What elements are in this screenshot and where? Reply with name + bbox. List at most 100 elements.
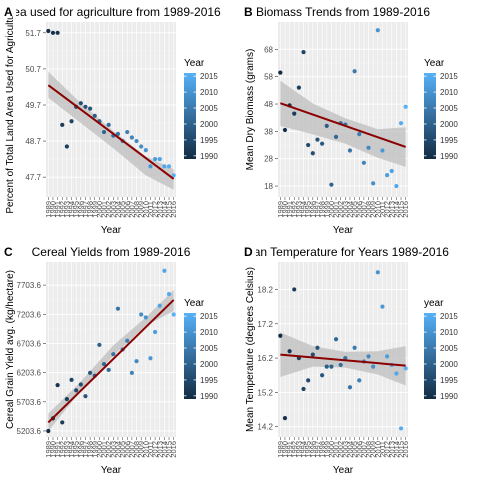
- x-tick-label: 2011: [378, 201, 387, 217]
- data-point: [403, 104, 408, 109]
- x-tick-label: 1995: [304, 441, 313, 458]
- data-point: [134, 359, 139, 364]
- x-tick-label: 2004: [113, 441, 122, 458]
- x-tick-label: 2000: [95, 441, 104, 458]
- y-axis-label-group: Percent of Total Land Area Used for Agri…: [5, 16, 16, 214]
- y-tick-label: 58: [264, 73, 273, 82]
- data-point: [278, 70, 283, 75]
- y-tick-label: 16.2: [257, 354, 273, 363]
- x-tick-label: 2016: [401, 201, 410, 218]
- x-tick-label: 1990: [280, 441, 289, 458]
- confidence-band: [280, 80, 406, 167]
- x-tick-label: 2014: [160, 201, 169, 218]
- x-tick-label: 1990: [48, 201, 57, 218]
- x-tick-label: 2016: [169, 441, 178, 458]
- data-point: [143, 147, 148, 153]
- legend-tick-label: 1995: [200, 376, 218, 385]
- y-axis-label-group: Mean Temperature (degrees Celsius): [245, 267, 256, 432]
- legend-tick-label: 2005: [440, 344, 458, 353]
- data-point: [162, 268, 167, 273]
- x-tick-label: 1993: [294, 441, 303, 458]
- data-point: [115, 131, 121, 136]
- legend-title: Year: [184, 58, 205, 69]
- x-tick-label: 2003: [341, 441, 350, 458]
- data-point: [375, 28, 380, 33]
- x-axis-label: Year: [101, 465, 122, 476]
- data-point: [347, 148, 353, 153]
- x-tick-label: 2000: [327, 201, 336, 218]
- x-tick-label: 2003: [109, 441, 118, 458]
- trend-line: [279, 102, 407, 148]
- x-tick-label: 2007: [359, 441, 368, 458]
- x-axis-label: Year: [333, 225, 354, 236]
- data-point: [157, 303, 162, 308]
- x-tick-label: 2002: [336, 201, 345, 218]
- confidence-band: [280, 332, 406, 386]
- x-tick-label: 1991: [53, 201, 62, 218]
- legend-tick-label: 2005: [200, 344, 218, 353]
- data-point: [139, 144, 144, 149]
- chart-title: Cereal Yields from 1989-2016: [32, 245, 191, 259]
- y-tick-label: 5203.6: [17, 427, 42, 436]
- data-point: [64, 144, 69, 149]
- x-tick-label: 1999: [322, 201, 331, 218]
- x-tick-label: 1993: [62, 201, 71, 218]
- data-point: [125, 338, 130, 343]
- panel-label: A: [4, 5, 13, 19]
- legend-tick-label: 1995: [440, 136, 458, 145]
- x-tick-label: 1998: [318, 201, 327, 218]
- x-tick-label: 1991: [285, 441, 294, 458]
- x-tick-label: 2004: [345, 441, 354, 458]
- x-tick-label: 1997: [81, 201, 90, 218]
- x-tick-label: 2013: [155, 201, 164, 218]
- data-point: [366, 354, 371, 359]
- x-tick-label: 2001: [100, 201, 109, 218]
- data-point: [46, 28, 51, 34]
- data-point: [166, 291, 172, 297]
- legend-tick-label: 2015: [200, 72, 218, 81]
- x-tick-label: 2009: [369, 201, 378, 218]
- x-tick-label: 2005: [118, 201, 127, 218]
- panel-b: 1828384858681989199019911992199319941995…: [244, 5, 458, 236]
- x-tick-label: 2008: [132, 441, 141, 458]
- data-point: [385, 354, 390, 359]
- data-point: [157, 157, 162, 162]
- panel-label: B: [244, 5, 253, 19]
- data-point: [171, 173, 176, 178]
- data-point: [55, 382, 60, 388]
- data-point: [69, 377, 74, 382]
- x-tick-label: 2000: [95, 201, 104, 218]
- x-tick-label: 1994: [67, 441, 76, 458]
- data-point: [366, 145, 371, 150]
- x-tick-label: 2013: [387, 441, 396, 458]
- y-axis-label: Mean Dry Biomass (grams): [245, 49, 256, 171]
- x-tick-label: 2007: [359, 201, 368, 218]
- x-tick-label: 1998: [86, 441, 95, 458]
- data-point: [301, 386, 306, 392]
- panel-c: 5203.6 5703.6 6203.6 6703.6 7203.6 7703.6 1989…: [4, 245, 218, 476]
- data-point: [306, 378, 311, 383]
- x-tick-label: 2007: [127, 201, 136, 218]
- data-point: [111, 352, 116, 357]
- data-point: [394, 371, 399, 376]
- y-axis-label-group: Cereal Grain Yield avg. (kg/hectare): [5, 270, 16, 429]
- y-tick-label: 51.7: [25, 29, 41, 38]
- legend-tick-label: 2000: [440, 360, 458, 369]
- data-point: [106, 367, 111, 373]
- x-tick-label: 1991: [53, 441, 62, 458]
- data-point: [329, 364, 334, 369]
- y-tick-label: 18: [264, 182, 273, 191]
- legend-tick-label: 2000: [440, 120, 458, 129]
- data-point: [69, 119, 74, 124]
- x-tick-label: 1993: [62, 441, 71, 458]
- data-point: [398, 121, 404, 126]
- data-point: [97, 342, 102, 347]
- data-point: [64, 396, 69, 402]
- x-tick-label: 1992: [290, 441, 299, 458]
- trend-line: [47, 84, 175, 180]
- x-tick-label: 2016: [169, 201, 178, 218]
- x-tick-label: 1996: [308, 441, 317, 458]
- x-tick-label: 1991: [285, 201, 294, 218]
- x-tick-label: 2012: [383, 201, 392, 218]
- x-tick-label: 2015: [397, 441, 406, 458]
